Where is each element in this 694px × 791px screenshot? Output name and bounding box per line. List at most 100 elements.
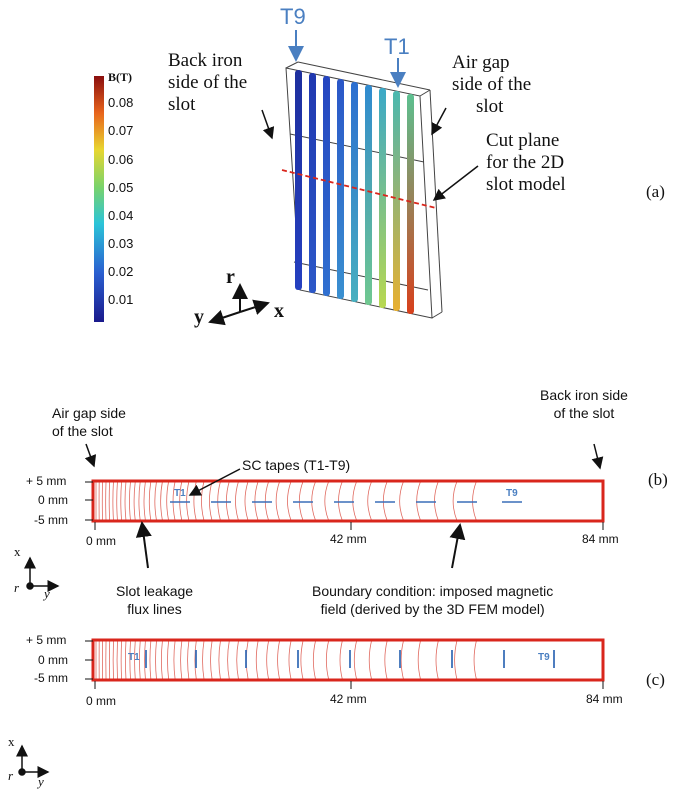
- flux-line: [472, 480, 477, 522]
- tape-label-t9: T9: [280, 4, 306, 29]
- tape-rod: [295, 70, 302, 290]
- flux-line: [202, 639, 205, 681]
- flux-line: [416, 480, 422, 522]
- flux-line: [148, 480, 152, 522]
- colorbar-tick: 0.04: [108, 208, 134, 223]
- tape-rod: [407, 94, 414, 314]
- flux-line: [352, 480, 358, 522]
- flux-line: [120, 480, 123, 522]
- flux-line: [210, 639, 213, 681]
- flux-line: [143, 480, 146, 522]
- flux-line: [353, 639, 358, 681]
- x-tick-c: 84 mm: [586, 692, 623, 706]
- axis-r-b: r: [14, 580, 20, 595]
- x-tick-b: 84 mm: [582, 532, 619, 546]
- panel-label-b: (b): [648, 470, 668, 489]
- flux-line: [368, 639, 373, 681]
- flux-line: [324, 480, 330, 522]
- flux-line: [277, 639, 281, 681]
- flux-line: [120, 639, 123, 681]
- flux-line: [167, 639, 170, 681]
- flux-line: [339, 639, 343, 681]
- sc-tapes-label: SC tapes (T1-T9): [242, 457, 351, 473]
- x-tick-b: 0 mm: [86, 534, 116, 548]
- flux-line: [179, 480, 183, 522]
- x-tick-c: 42 mm: [330, 692, 367, 706]
- flux-line: [149, 639, 152, 681]
- axis-r-a: r: [226, 266, 235, 288]
- flux-line: [452, 480, 458, 522]
- flux-lines-b: [95, 480, 477, 522]
- colorbar-title: B(T): [108, 70, 132, 84]
- colorbar-tick: 0.06: [108, 152, 134, 167]
- flux-line: [166, 480, 170, 522]
- flux-line: [138, 480, 141, 522]
- flux-line: [129, 480, 131, 522]
- flux-line: [312, 639, 317, 681]
- flux-line: [139, 639, 141, 681]
- axis-triad-b: [24, 556, 60, 592]
- flux-line: [125, 639, 127, 681]
- flux-line: [144, 639, 146, 681]
- tape-rod: [365, 85, 372, 305]
- flux-line: [172, 480, 176, 522]
- colorbar-tick: 0.07: [108, 123, 134, 138]
- panel-a-graphics: [94, 30, 479, 326]
- tape-label-t9-b: T9: [506, 488, 518, 499]
- flux-line: [399, 480, 405, 522]
- flux-line: [187, 639, 190, 681]
- flux-line: [226, 480, 230, 522]
- tape-rod: [323, 76, 330, 296]
- back-iron-label-a: Back iron side of the slot: [168, 50, 248, 115]
- flux-line: [201, 480, 205, 522]
- flux-line: [434, 480, 439, 522]
- panel-c-graphics: [16, 638, 605, 778]
- flux-line: [435, 639, 439, 681]
- flux-line: [217, 480, 221, 522]
- flux-line: [116, 480, 118, 522]
- y-tick-b: -5 mm: [34, 513, 68, 527]
- flux-line: [473, 639, 477, 681]
- colorbar: [94, 76, 104, 322]
- flux-line: [275, 480, 281, 522]
- ticks-b: [85, 481, 604, 530]
- x-tick-b: 42 mm: [330, 532, 367, 546]
- tape-rod: [351, 82, 358, 302]
- back-iron-arrow-b: [591, 443, 604, 470]
- boundary-arrow: [449, 523, 466, 569]
- colorbar-tick: 0.01: [108, 292, 134, 307]
- colorbar-tick: 0.05: [108, 180, 134, 195]
- tape-rod: [337, 79, 344, 299]
- y-tick-b: + 5 mm: [26, 474, 67, 488]
- axis-y-b: y: [44, 586, 50, 601]
- flux-line: [133, 480, 136, 522]
- back-iron-arrow: [261, 109, 275, 140]
- flux-line: [288, 639, 292, 681]
- cut-plane-arrow: [432, 165, 479, 201]
- flux-line: [160, 480, 163, 522]
- flux-line: [254, 480, 259, 522]
- flux-line: [218, 639, 221, 681]
- flux-line: [129, 639, 131, 681]
- flux-line: [298, 480, 304, 522]
- tape-label-t1-b: T1: [174, 488, 186, 499]
- flux-line: [338, 480, 343, 522]
- tape-rod: [393, 91, 400, 311]
- tape-label-t9-c: T9: [538, 652, 550, 663]
- panel-label-a: (a): [646, 182, 665, 201]
- flux-line: [287, 480, 292, 522]
- air-gap-label-a: Air gap side of the slot: [452, 52, 532, 117]
- tapes-c: [145, 650, 555, 668]
- colorbar-tick: 0.08: [108, 95, 134, 110]
- axis-x-b: x: [14, 544, 21, 559]
- tape-label-t1: T1: [384, 34, 410, 59]
- flux-line: [367, 480, 373, 522]
- flux-line: [155, 639, 157, 681]
- axis-r-c: r: [8, 768, 14, 783]
- tape-rods: [295, 70, 414, 314]
- flux-line: [244, 480, 249, 522]
- flux-line: [382, 480, 388, 522]
- flux-line: [255, 639, 259, 681]
- flux-line: [180, 639, 183, 681]
